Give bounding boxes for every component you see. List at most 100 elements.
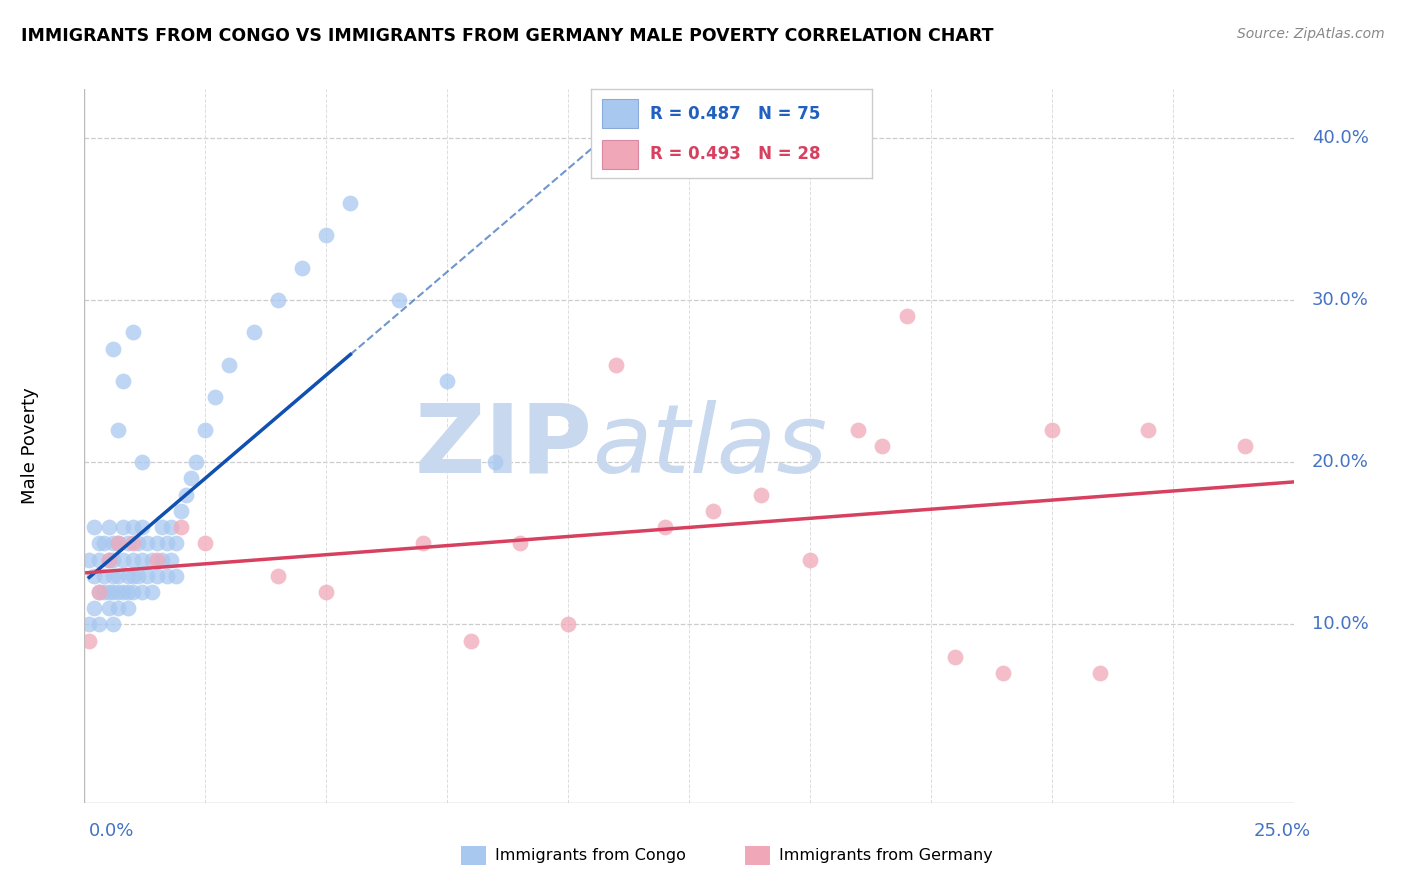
Point xyxy=(267,293,290,307)
Point xyxy=(141,552,163,566)
Text: 10.0%: 10.0% xyxy=(1312,615,1368,633)
Point xyxy=(1137,423,1160,437)
Point xyxy=(509,536,531,550)
Text: 20.0%: 20.0% xyxy=(1312,453,1368,471)
Point xyxy=(107,568,129,582)
Point xyxy=(87,536,110,550)
Point xyxy=(174,488,197,502)
Point xyxy=(97,552,120,566)
Point xyxy=(872,439,894,453)
Point xyxy=(412,536,434,550)
Point xyxy=(107,585,129,599)
Point xyxy=(315,585,337,599)
Point xyxy=(107,601,129,615)
Point xyxy=(97,552,120,566)
Text: Immigrants from Germany: Immigrants from Germany xyxy=(779,848,993,863)
Point xyxy=(117,601,139,615)
Point xyxy=(165,536,187,550)
Point xyxy=(194,423,217,437)
Point xyxy=(77,633,100,648)
Point xyxy=(204,390,226,404)
Point xyxy=(77,552,100,566)
Point xyxy=(127,568,149,582)
Text: IMMIGRANTS FROM CONGO VS IMMIGRANTS FROM GERMANY MALE POVERTY CORRELATION CHART: IMMIGRANTS FROM CONGO VS IMMIGRANTS FROM… xyxy=(21,27,994,45)
Point xyxy=(103,342,125,356)
Point xyxy=(121,536,143,550)
Text: 40.0%: 40.0% xyxy=(1312,128,1368,147)
Point xyxy=(146,552,169,566)
Point xyxy=(112,552,135,566)
Point xyxy=(436,374,458,388)
Point xyxy=(605,358,627,372)
Point xyxy=(131,552,153,566)
Point xyxy=(87,585,110,599)
Point xyxy=(103,617,125,632)
Point xyxy=(146,536,169,550)
Point xyxy=(77,617,100,632)
Text: ZIP: ZIP xyxy=(415,400,592,492)
Point xyxy=(267,568,290,582)
Point xyxy=(170,504,193,518)
Point xyxy=(87,552,110,566)
Point xyxy=(315,228,337,243)
Point xyxy=(112,374,135,388)
Point xyxy=(155,536,177,550)
Point xyxy=(160,520,183,534)
Point xyxy=(799,552,821,566)
Point xyxy=(112,585,135,599)
Text: R = 0.487   N = 75: R = 0.487 N = 75 xyxy=(650,105,820,123)
Point xyxy=(87,585,110,599)
Point xyxy=(141,585,163,599)
Text: Male Poverty: Male Poverty xyxy=(21,388,39,504)
Point xyxy=(83,601,105,615)
Point xyxy=(1088,666,1111,681)
Text: 0.0%: 0.0% xyxy=(89,822,134,840)
Point xyxy=(160,552,183,566)
Text: 30.0%: 30.0% xyxy=(1312,291,1368,309)
Point xyxy=(112,520,135,534)
Point xyxy=(97,585,120,599)
Point xyxy=(117,568,139,582)
Point xyxy=(117,585,139,599)
Point xyxy=(103,568,125,582)
Point xyxy=(131,585,153,599)
Point xyxy=(83,520,105,534)
Point xyxy=(131,520,153,534)
Point xyxy=(103,585,125,599)
Point xyxy=(121,552,143,566)
Text: Immigrants from Congo: Immigrants from Congo xyxy=(495,848,686,863)
Point xyxy=(654,520,676,534)
Point xyxy=(846,423,869,437)
Point xyxy=(121,585,143,599)
Point xyxy=(93,536,115,550)
Point xyxy=(291,260,314,275)
Point xyxy=(131,455,153,469)
Point xyxy=(339,195,361,210)
Point xyxy=(117,536,139,550)
Point xyxy=(557,617,579,632)
Point xyxy=(97,520,120,534)
Point xyxy=(194,536,217,550)
Point xyxy=(103,552,125,566)
Point xyxy=(993,666,1015,681)
Point xyxy=(218,358,240,372)
Point xyxy=(97,601,120,615)
Point xyxy=(155,568,177,582)
Point xyxy=(136,536,159,550)
Point xyxy=(127,536,149,550)
Point xyxy=(242,326,264,340)
Point xyxy=(121,568,143,582)
Point xyxy=(702,504,724,518)
Point xyxy=(107,536,129,550)
Point xyxy=(180,471,202,485)
Point xyxy=(93,585,115,599)
Point xyxy=(83,568,105,582)
Point xyxy=(484,455,506,469)
Point xyxy=(1040,423,1063,437)
Point xyxy=(136,568,159,582)
Text: Source: ZipAtlas.com: Source: ZipAtlas.com xyxy=(1237,27,1385,41)
Point xyxy=(146,568,169,582)
Text: atlas: atlas xyxy=(592,400,827,492)
Point xyxy=(93,568,115,582)
Text: 25.0%: 25.0% xyxy=(1253,822,1310,840)
